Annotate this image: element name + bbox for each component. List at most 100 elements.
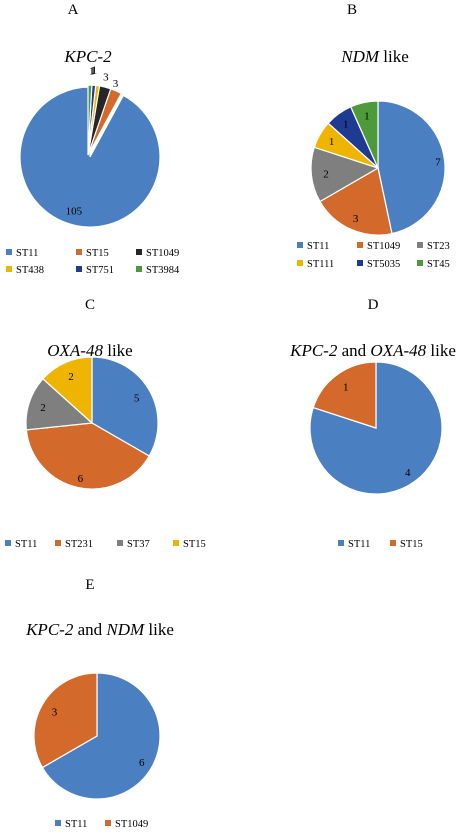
- chart-title-part: NDM: [105, 620, 145, 639]
- slice-value-label: 7: [435, 157, 441, 169]
- pie-slice-st37: [25, 377, 94, 431]
- legend-swatch: [297, 260, 303, 266]
- slice-value-label: 5: [134, 392, 140, 404]
- legend-swatch: [297, 242, 303, 248]
- legend-swatch: [5, 540, 11, 546]
- legend-label: ST15: [400, 539, 423, 550]
- chart-title-c: OXA-48 like: [47, 341, 132, 360]
- pie-slice-st11: [91, 356, 159, 457]
- slice-value-label: 6: [139, 757, 145, 769]
- chart-title-b: NDM like: [340, 47, 409, 66]
- legend-label: ST15: [86, 248, 109, 259]
- legend-label: ST1049: [146, 248, 179, 259]
- legend-label: ST37: [127, 539, 150, 550]
- legend-label: ST45: [427, 259, 450, 270]
- chart-title-part: like: [103, 341, 133, 360]
- pie-d: 41: [309, 361, 443, 495]
- chart-title-part: OXA-48: [370, 341, 426, 360]
- chart-title-part: like: [379, 47, 409, 66]
- chart-title-part: KPC-2: [289, 341, 338, 360]
- legend-label: ST11: [16, 248, 38, 259]
- slice-value-label: 6: [78, 473, 84, 485]
- slice-value-label: 2: [323, 168, 329, 180]
- legend-swatch: [55, 540, 61, 546]
- pie-slice-st11: [41, 672, 161, 800]
- panel-letter-c: C: [85, 297, 95, 313]
- legend-e: ST11 ST1049: [55, 819, 148, 830]
- chart-title-part: KPC-2: [63, 47, 112, 66]
- pie-slice-st45: [349, 100, 379, 169]
- legend-label: ST11: [15, 539, 37, 550]
- chart-title-part: NDM: [340, 47, 380, 66]
- pie-e: 63: [33, 672, 161, 800]
- slice-value-label: 1: [364, 111, 370, 123]
- pie-slice-st11: [377, 100, 446, 235]
- slice-value-label: 1: [92, 65, 98, 77]
- chart-title-part: like: [144, 620, 174, 639]
- legend-label: ST11: [307, 241, 329, 252]
- slice-value-label: 105: [66, 206, 83, 218]
- pie-slice-st15: [312, 361, 377, 429]
- legend-label: ST231: [65, 539, 93, 550]
- pie-slice-st15: [42, 356, 93, 425]
- legend-swatch: [390, 540, 396, 546]
- legend-swatch: [357, 260, 363, 266]
- legend-label: ST15: [183, 539, 206, 550]
- legend-label: ST11: [348, 539, 370, 550]
- pie-slice-st1049: [33, 672, 98, 769]
- legend-swatch: [105, 820, 111, 826]
- legend-swatch: [136, 266, 142, 272]
- slice-value-label: 3: [113, 78, 119, 90]
- legend-swatch: [417, 260, 423, 266]
- legend-d: ST11 ST15: [338, 539, 423, 550]
- slice-value-label: 1: [343, 381, 349, 393]
- slice-value-label: 4: [405, 467, 411, 479]
- legend-swatch: [338, 540, 344, 546]
- legend-swatch: [117, 540, 123, 546]
- legend-swatch: [173, 540, 179, 546]
- slice-value-label: 1: [90, 65, 96, 77]
- legend-label: ST23: [427, 241, 450, 252]
- legend-label: ST3984: [146, 265, 180, 276]
- legend-swatch: [76, 249, 82, 255]
- panel-letter-a: A: [68, 2, 79, 18]
- chart-title-part: and: [73, 620, 106, 639]
- chart-title-d: KPC-2 and OXA-48 like: [289, 341, 456, 360]
- legend-swatch: [6, 249, 12, 255]
- pie-slice-st23: [310, 146, 380, 203]
- slice-value-label: 3: [52, 706, 58, 718]
- chart-title-part: and: [337, 341, 370, 360]
- panel-letter-d: D: [368, 297, 379, 313]
- legend-swatch: [136, 249, 142, 255]
- legend-label: ST5035: [367, 259, 400, 270]
- legend-label: ST111: [307, 259, 334, 270]
- chart-title-part: KPC-2: [25, 620, 74, 639]
- pie-slice-st1049: [319, 167, 393, 236]
- legend-label: ST751: [86, 265, 114, 276]
- chart-title-a: KPC-2: [63, 47, 112, 66]
- pie-slice-st11: [19, 86, 161, 228]
- slice-value-label: 1: [329, 136, 335, 148]
- pie-slice-st11: [309, 361, 443, 495]
- slice-value-label: 3: [103, 71, 109, 83]
- chart-title-part: OXA-48: [47, 341, 103, 360]
- legend-c: ST11 ST231 ST37 ST15: [5, 539, 206, 550]
- slice-value-label: 3: [353, 213, 359, 225]
- panel-letter-b: B: [347, 2, 357, 18]
- legend-label: ST11: [65, 819, 87, 830]
- legend-swatch: [417, 242, 423, 248]
- legend-swatch: [76, 266, 82, 272]
- slice-value-label: 1: [89, 65, 95, 77]
- legend-swatch: [55, 820, 61, 826]
- legend-a: ST11 ST15 ST1049 ST438 ST751 ST3984: [6, 248, 180, 276]
- slice-value-label: 2: [40, 402, 46, 414]
- panel-letter-e: E: [85, 577, 94, 593]
- chart-title-e: KPC-2 and NDM like: [25, 620, 174, 639]
- pie-c: 5 6 2 2: [25, 356, 159, 490]
- legend-label: ST1049: [115, 819, 148, 830]
- legend-swatch: [357, 242, 363, 248]
- chart-title-part: like: [426, 341, 456, 360]
